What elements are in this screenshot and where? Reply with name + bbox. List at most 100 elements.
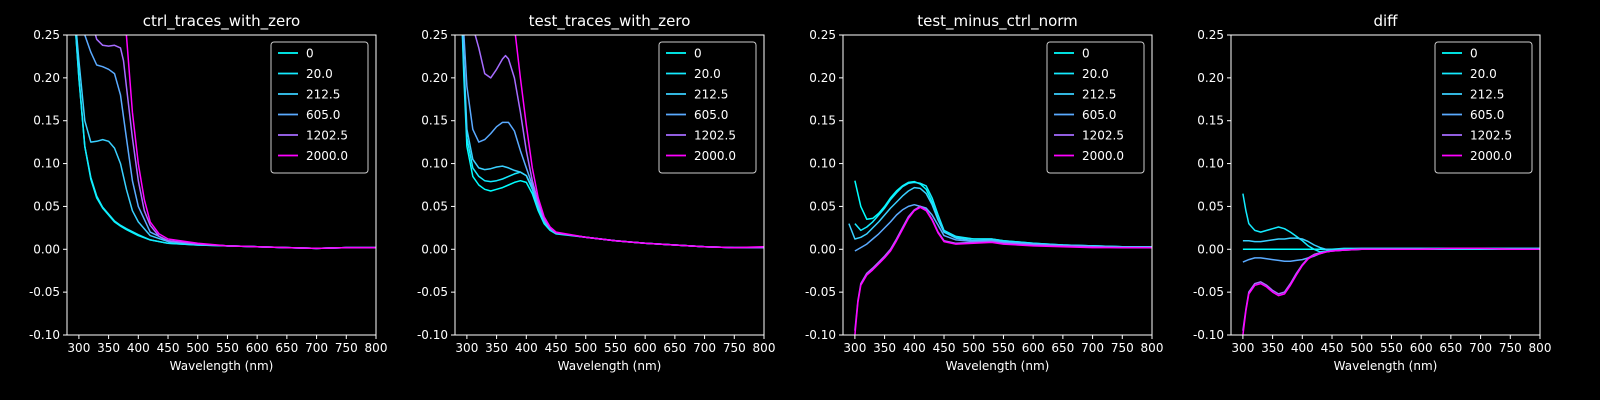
legend-item: 0 — [1054, 47, 1090, 61]
y-tick-label: 0.10 — [1197, 157, 1224, 171]
y-tick: 0.25 — [1197, 28, 1231, 42]
chart-panel-3: test_minus_ctrl_norm 300 350 400 450 500 550 60… — [805, 12, 1164, 373]
x-tick: 750 — [335, 335, 358, 355]
series-line-2000.0 — [1242, 247, 1540, 335]
legend: 0 20.0 212.5 605.0 1202.5 2000.0 — [1434, 41, 1533, 174]
x-axis-label: Wavelength (nm) — [170, 359, 274, 373]
x-tick-label: 300 — [843, 341, 866, 355]
y-tick: 0.05 — [809, 199, 843, 213]
x-tick: 550 — [216, 335, 239, 355]
x-tick-label: 400 — [903, 341, 926, 355]
y-tick: 0.05 — [33, 199, 67, 213]
x-tick: 800 — [1141, 335, 1164, 355]
y-tick-label: 0.15 — [421, 114, 448, 128]
y-tick-label: 0.10 — [809, 157, 836, 171]
chart-panel-4: diff 300 350 400 450 500 550 600 650 700 750 800 -0.… — [1193, 12, 1552, 373]
x-tick: 600 — [246, 335, 269, 355]
x-tick: 800 — [753, 335, 775, 355]
series-group — [461, 35, 764, 249]
x-tick-label: 500 — [186, 341, 209, 355]
legend-label: 605.0 — [694, 108, 728, 122]
x-tick-label: 500 — [1350, 341, 1373, 355]
y-tick-label: 0.05 — [421, 199, 448, 213]
x-tick: 750 — [1111, 335, 1134, 355]
y-tick-label: 0.00 — [809, 242, 836, 256]
x-tick: 650 — [1051, 335, 1074, 355]
series-line-2000.0 — [514, 35, 764, 249]
legend-item: 2000.0 — [1442, 149, 1512, 163]
series-line-2000.0 — [125, 35, 376, 250]
x-tick: 450 — [1321, 335, 1343, 355]
y-tick: -0.10 — [805, 328, 843, 342]
x-tick-label: 800 — [1141, 341, 1164, 355]
legend-label: 2000.0 — [694, 149, 736, 163]
x-tick-label: 700 — [1081, 341, 1104, 355]
y-tick-label: 0.25 — [421, 28, 448, 42]
legend-label: 212.5 — [1082, 88, 1116, 102]
x-axis-label: Wavelength (nm) — [558, 359, 662, 373]
x-tick: 650 — [663, 335, 686, 355]
chart-title: ctrl_traces_with_zero — [143, 12, 300, 31]
y-tick-label: 0.20 — [809, 71, 836, 85]
legend-label: 0 — [1470, 47, 1478, 61]
x-tick-label: 450 — [545, 341, 568, 355]
x-tick: 800 — [365, 335, 388, 355]
y-tick-label: -0.10 — [417, 328, 448, 342]
x-tick-label: 300 — [455, 341, 478, 355]
legend-label: 605.0 — [1470, 108, 1504, 122]
y-tick-label: 0.05 — [1197, 199, 1224, 213]
y-tick: 0.10 — [33, 157, 67, 171]
x-tick-label: 550 — [992, 341, 1015, 355]
x-tick-label: 550 — [604, 341, 627, 355]
x-tick-label: 400 — [127, 341, 150, 355]
legend-item: 605.0 — [1442, 108, 1504, 122]
x-tick: 300 — [455, 335, 478, 355]
y-tick: -0.05 — [1193, 285, 1231, 299]
series-group — [75, 35, 376, 250]
x-tick: 350 — [873, 335, 896, 355]
legend-item: 212.5 — [1442, 88, 1504, 102]
y-tick: 0.20 — [33, 71, 67, 85]
legend-label: 0 — [306, 47, 314, 61]
x-tick-label: 750 — [335, 341, 358, 355]
x-tick: 500 — [962, 335, 985, 355]
x-tick-label: 800 — [365, 341, 388, 355]
y-tick: 0.15 — [1197, 114, 1231, 128]
x-tick-label: 650 — [275, 341, 298, 355]
x-tick: 600 — [634, 335, 657, 355]
legend-item: 0 — [666, 47, 702, 61]
y-tick: 0.15 — [33, 114, 67, 128]
legend-label: 20.0 — [1470, 67, 1497, 81]
y-tick: -0.10 — [417, 328, 455, 342]
x-tick-label: 450 — [157, 341, 180, 355]
legend-label: 1202.5 — [306, 129, 348, 143]
chart-panel-2: test_traces_with_zero 300 350 400 450 500 550 6… — [417, 12, 776, 373]
legend-label: 605.0 — [1082, 108, 1116, 122]
legend: 0 20.0 212.5 605.0 1202.5 2000.0 — [270, 41, 369, 174]
x-tick: 400 — [1291, 335, 1314, 355]
plot-frame — [454, 34, 765, 336]
series-line-2000.0 — [854, 206, 1152, 335]
x-tick-label: 500 — [962, 341, 985, 355]
y-tick: 0.20 — [421, 71, 455, 85]
y-tick: -0.10 — [1193, 328, 1231, 342]
legend-label: 1202.5 — [1470, 129, 1512, 143]
x-tick: 700 — [1469, 335, 1492, 355]
chart-title: test_traces_with_zero — [529, 12, 691, 31]
series-line-605.0 — [854, 203, 1152, 252]
x-tick: 650 — [1439, 335, 1462, 355]
y-tick: 0.00 — [1197, 242, 1231, 256]
x-tick-label: 300 — [67, 341, 90, 355]
x-tick-label: 700 — [305, 341, 328, 355]
x-axis-label: Wavelength (nm) — [946, 359, 1050, 373]
legend: 0 20.0 212.5 605.0 1202.5 2000.0 — [1046, 41, 1145, 174]
x-tick: 550 — [1380, 335, 1403, 355]
y-tick: 0.10 — [421, 157, 455, 171]
legend-item: 2000.0 — [1054, 149, 1124, 163]
y-tick: 0.20 — [1197, 71, 1231, 85]
y-tick-label: 0.20 — [33, 71, 60, 85]
legend-label: 2000.0 — [1470, 149, 1512, 163]
x-tick: 750 — [723, 335, 746, 355]
y-tick: -0.05 — [805, 285, 843, 299]
